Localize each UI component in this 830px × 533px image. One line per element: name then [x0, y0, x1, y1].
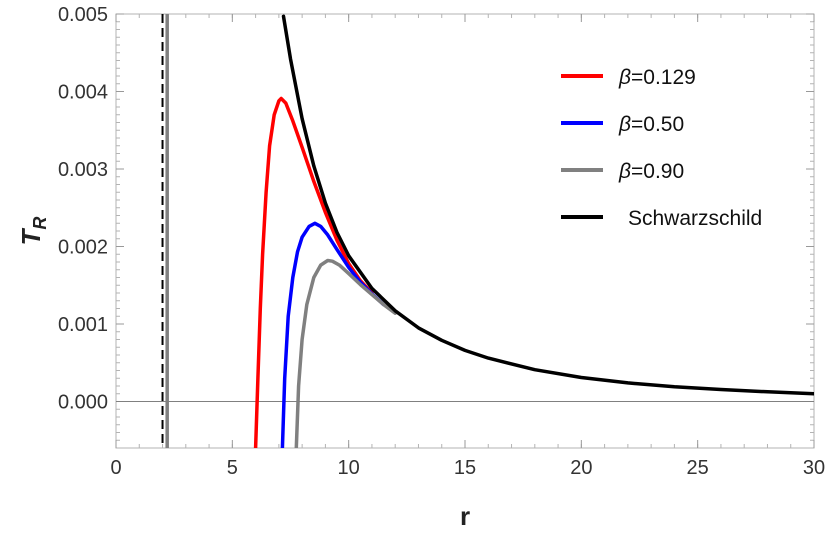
legend-label: β=0.129	[618, 66, 696, 89]
legend-label-symbol: β	[618, 160, 631, 183]
y-tick-label: 0.004	[58, 82, 108, 104]
legend-label-value: =0.129	[631, 66, 696, 89]
legend-label: Schwarzschild	[628, 207, 762, 230]
legend-label: β=0.90	[618, 160, 684, 183]
x-tick-label: 20	[570, 457, 592, 479]
x-tick-label: 10	[338, 457, 360, 479]
legend-label-symbol: β	[618, 113, 631, 136]
major-ticks	[115, 13, 815, 448]
legend-label-symbol: β	[618, 66, 631, 89]
series-line-0-129	[253, 96, 374, 448]
legend-label: β=0.50	[618, 113, 684, 136]
y-axis-title: TR	[16, 217, 50, 246]
y-tick-label: 0.003	[58, 159, 108, 181]
x-tick-label: 5	[227, 457, 238, 479]
legend-label-value: =0.50	[631, 113, 684, 136]
x-tick-label: 0	[110, 457, 121, 479]
plot-frame	[115, 13, 815, 449]
y-tick-label: 0.002	[58, 237, 108, 259]
y-axis-title-main: T	[16, 227, 46, 245]
legend-label-value: Schwarzschild	[628, 207, 762, 230]
series-line-schwarzschild	[281, 14, 814, 396]
x-tick-label: 25	[687, 457, 709, 479]
x-axis-title: r	[460, 501, 470, 531]
y-tick-label: 0.000	[58, 392, 108, 414]
y-axis-title-subscript: R	[30, 217, 50, 230]
legend-label-value: =0.90	[631, 160, 684, 183]
series-lines	[253, 14, 814, 448]
y-tick-label: 0.001	[58, 314, 108, 336]
series-line-0-90	[294, 258, 397, 448]
x-tick-label: 15	[454, 457, 476, 479]
reference-lines	[116, 14, 814, 448]
x-tick-labels: 0 5 10 15 20 25 30	[110, 457, 825, 479]
series-line-0-50	[280, 221, 386, 448]
x-tick-label: 30	[803, 457, 825, 479]
y-tick-label: 0.005	[58, 4, 108, 26]
y-tick-labels: 0.000 0.001 0.002 0.003 0.004 0.005	[58, 4, 108, 414]
